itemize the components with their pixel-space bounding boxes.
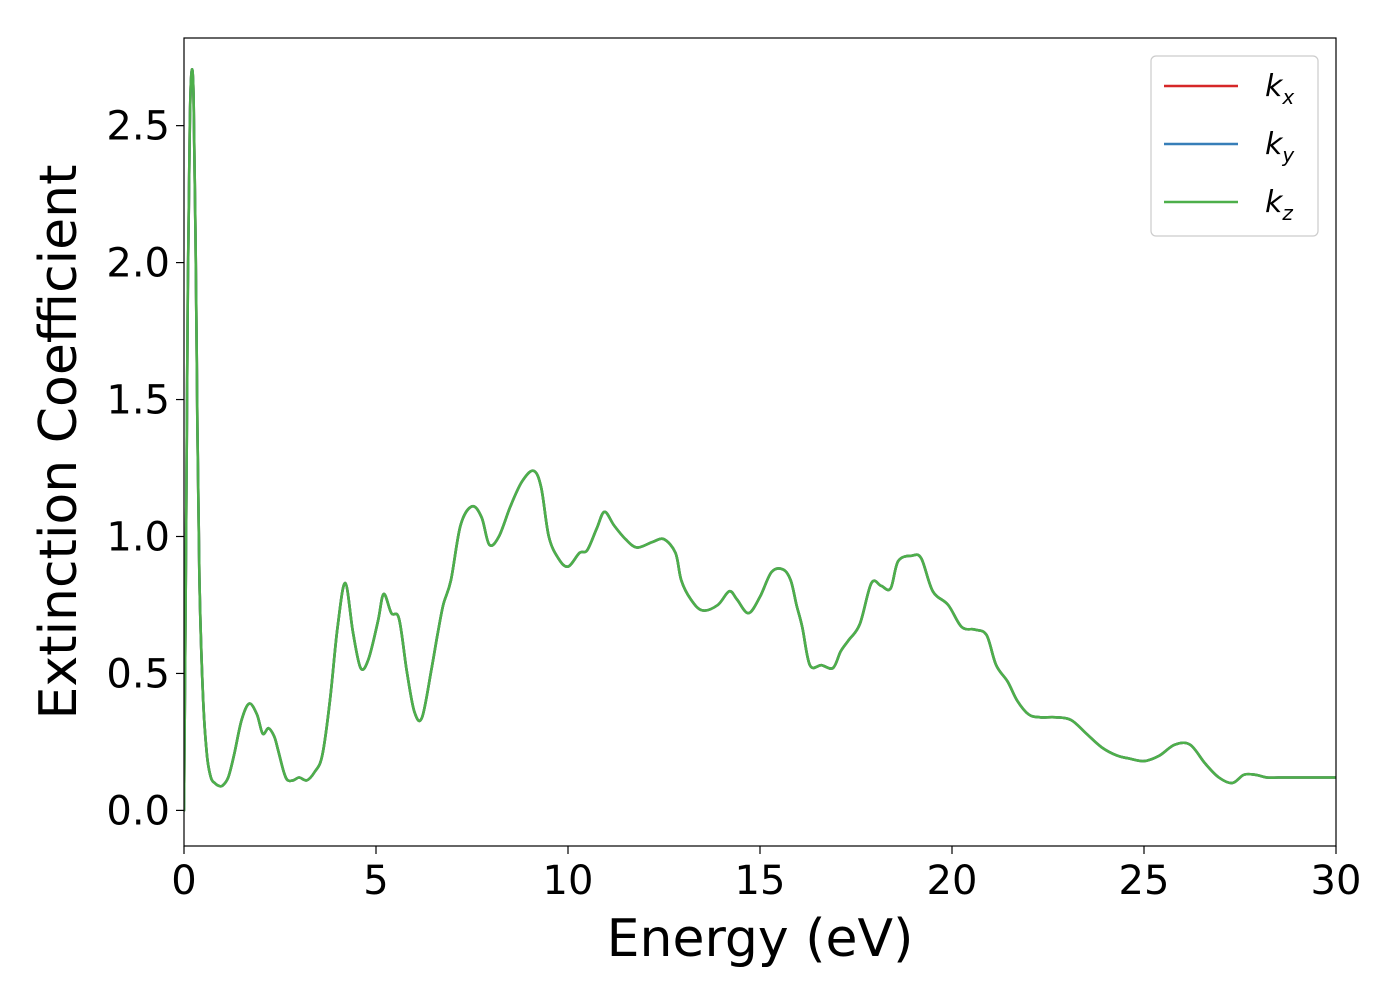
legend: kx ky kz [1150, 55, 1319, 237]
y-axis-ticks: 0.0 0.5 1.0 1.5 2.0 2.5 [106, 104, 184, 834]
y-axis-title: Extinction Coefficient [29, 165, 89, 720]
x-tick-label: 10 [543, 858, 594, 904]
x-tick-label: 30 [1311, 858, 1362, 904]
x-axis-title: Energy (eV) [607, 909, 914, 969]
legend-label-k-x: kx [1265, 69, 1294, 109]
legend-label-k-y: ky [1265, 127, 1295, 167]
y-tick-label: 2.0 [106, 241, 170, 287]
y-tick-label: 1.5 [106, 378, 170, 424]
x-tick-label: 25 [1119, 858, 1170, 904]
series-line-k-z [184, 68, 1336, 812]
x-tick-label: 20 [927, 858, 978, 904]
x-tick-label: 5 [363, 858, 388, 904]
x-tick-label: 0 [171, 858, 196, 904]
y-tick-label: 0.0 [106, 788, 170, 834]
y-tick-label: 1.0 [106, 514, 170, 560]
x-axis-ticks: 0 5 10 15 20 25 30 [171, 846, 1361, 904]
legend-label-k-z: kz [1265, 185, 1293, 225]
plot-lines [184, 68, 1336, 812]
x-tick-label: 15 [735, 858, 786, 904]
legend-box [1150, 55, 1319, 237]
y-tick-label: 0.5 [106, 651, 170, 697]
y-tick-label: 2.5 [106, 104, 170, 150]
